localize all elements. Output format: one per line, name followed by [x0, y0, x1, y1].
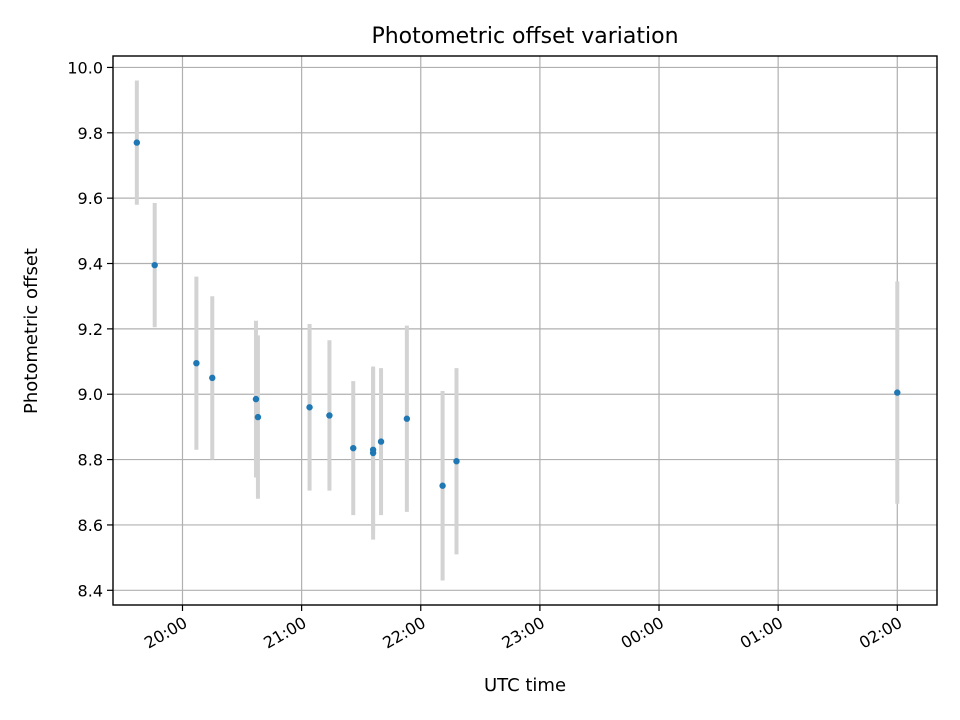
x-tick-label: 01:00 — [737, 613, 786, 653]
data-point — [403, 415, 411, 422]
y-tick-label: 9.8 — [78, 124, 103, 143]
data-points — [133, 139, 901, 489]
x-tick-label: 21:00 — [260, 613, 309, 653]
y-tick-label: 8.8 — [78, 451, 103, 470]
y-tick-label: 9.4 — [78, 255, 103, 274]
y-tick-label: 9.2 — [78, 320, 103, 339]
grid-lines — [113, 56, 937, 605]
data-point — [151, 261, 158, 269]
data-point — [326, 412, 333, 419]
y-tick-label: 9.6 — [78, 189, 103, 208]
data-point — [453, 458, 460, 465]
x-tick-label: 20:00 — [141, 613, 190, 653]
data-point — [369, 446, 377, 453]
data-point — [439, 482, 446, 489]
chart-title: Photometric offset variation — [371, 24, 678, 49]
data-point — [350, 444, 357, 452]
data-point — [894, 389, 901, 396]
y-tick-label: 9.0 — [78, 385, 103, 404]
y-tick-label: 8.4 — [78, 581, 103, 600]
x-axis-ticks: 20:00 21:00 22:00 23:00 00:00 01:00 02:00 — [141, 605, 905, 653]
y-tick-label: 8.6 — [78, 516, 103, 535]
data-point — [254, 413, 262, 421]
error-bars — [134, 80, 900, 581]
data-point — [252, 395, 260, 403]
data-point — [306, 404, 313, 411]
y-axis-ticks: 8.4 8.6 8.8 9.0 9.2 9.4 9.6 9.8 10.0 — [67, 58, 113, 600]
x-axis-label: UTC time — [484, 675, 566, 696]
y-tick-label: 10.0 — [67, 58, 103, 77]
x-tick-label: 02:00 — [856, 613, 905, 653]
data-point — [377, 438, 385, 445]
plot-frame — [112, 55, 938, 606]
y-axis-label: Photometric offset — [21, 248, 42, 414]
data-point — [133, 139, 141, 146]
data-point — [209, 374, 216, 382]
data-point — [193, 359, 200, 367]
x-tick-label: 22:00 — [379, 613, 428, 653]
x-tick-label: 00:00 — [618, 613, 667, 653]
x-tick-label: 23:00 — [498, 613, 547, 653]
